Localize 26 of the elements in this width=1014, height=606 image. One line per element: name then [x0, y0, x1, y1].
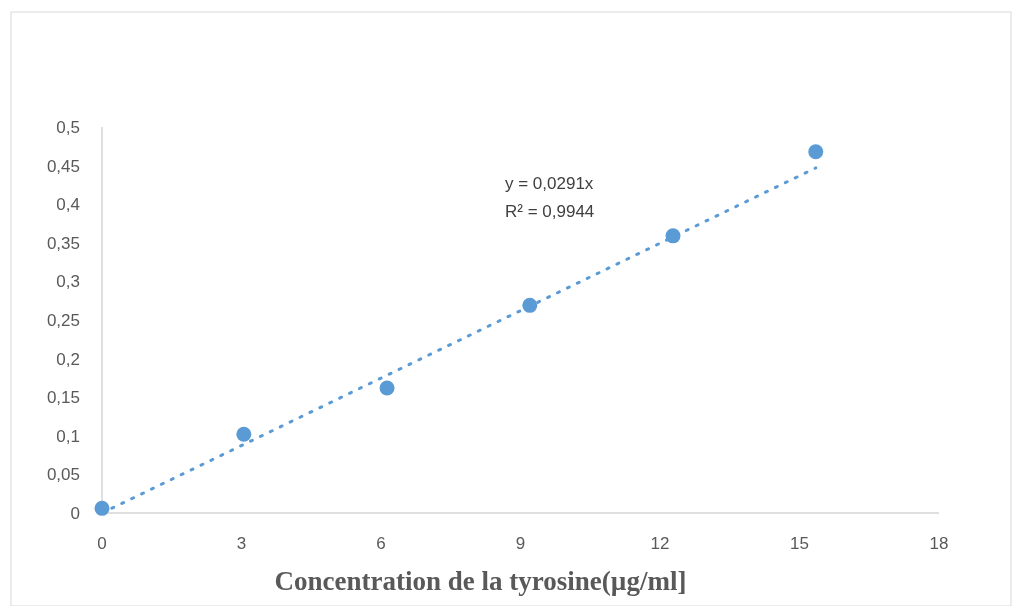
x-tick-label: 3 — [236, 534, 247, 553]
point — [236, 426, 252, 442]
y-tick-label: 0,35 — [46, 233, 80, 253]
point — [522, 297, 538, 313]
y-tick-label: 0,2 — [56, 349, 80, 369]
y-tick-label: 0,15 — [46, 388, 80, 408]
y-tick-label: 0,1 — [56, 426, 80, 446]
y-tick-label: 0,3 — [56, 272, 80, 292]
point — [379, 380, 395, 396]
y-tick-label: 0 — [70, 504, 80, 523]
y-tick-label: 0,5 — [56, 118, 80, 137]
x-axis-title: Concentration de la tyrosine(µg/ml] — [274, 566, 687, 596]
y-tick-label: 0,45 — [46, 156, 80, 176]
point — [94, 500, 110, 516]
x-tick-label: 9 — [515, 534, 526, 553]
point — [808, 144, 824, 160]
x-tick-label: 0 — [97, 534, 107, 553]
y-tick-label: 0,05 — [46, 465, 80, 485]
annotation: y = 0,0291x — [505, 174, 594, 193]
y-tick-label: 0,4 — [56, 195, 80, 215]
x-tick-label: 6 — [376, 534, 386, 553]
y-tick-label: 0,25 — [46, 311, 80, 330]
annotation: R² = 0,9944 — [505, 202, 595, 221]
x-tick-label: 12 — [650, 534, 670, 553]
x-tick-label: 15 — [790, 534, 809, 553]
x-tick-label: 18 — [929, 534, 949, 553]
